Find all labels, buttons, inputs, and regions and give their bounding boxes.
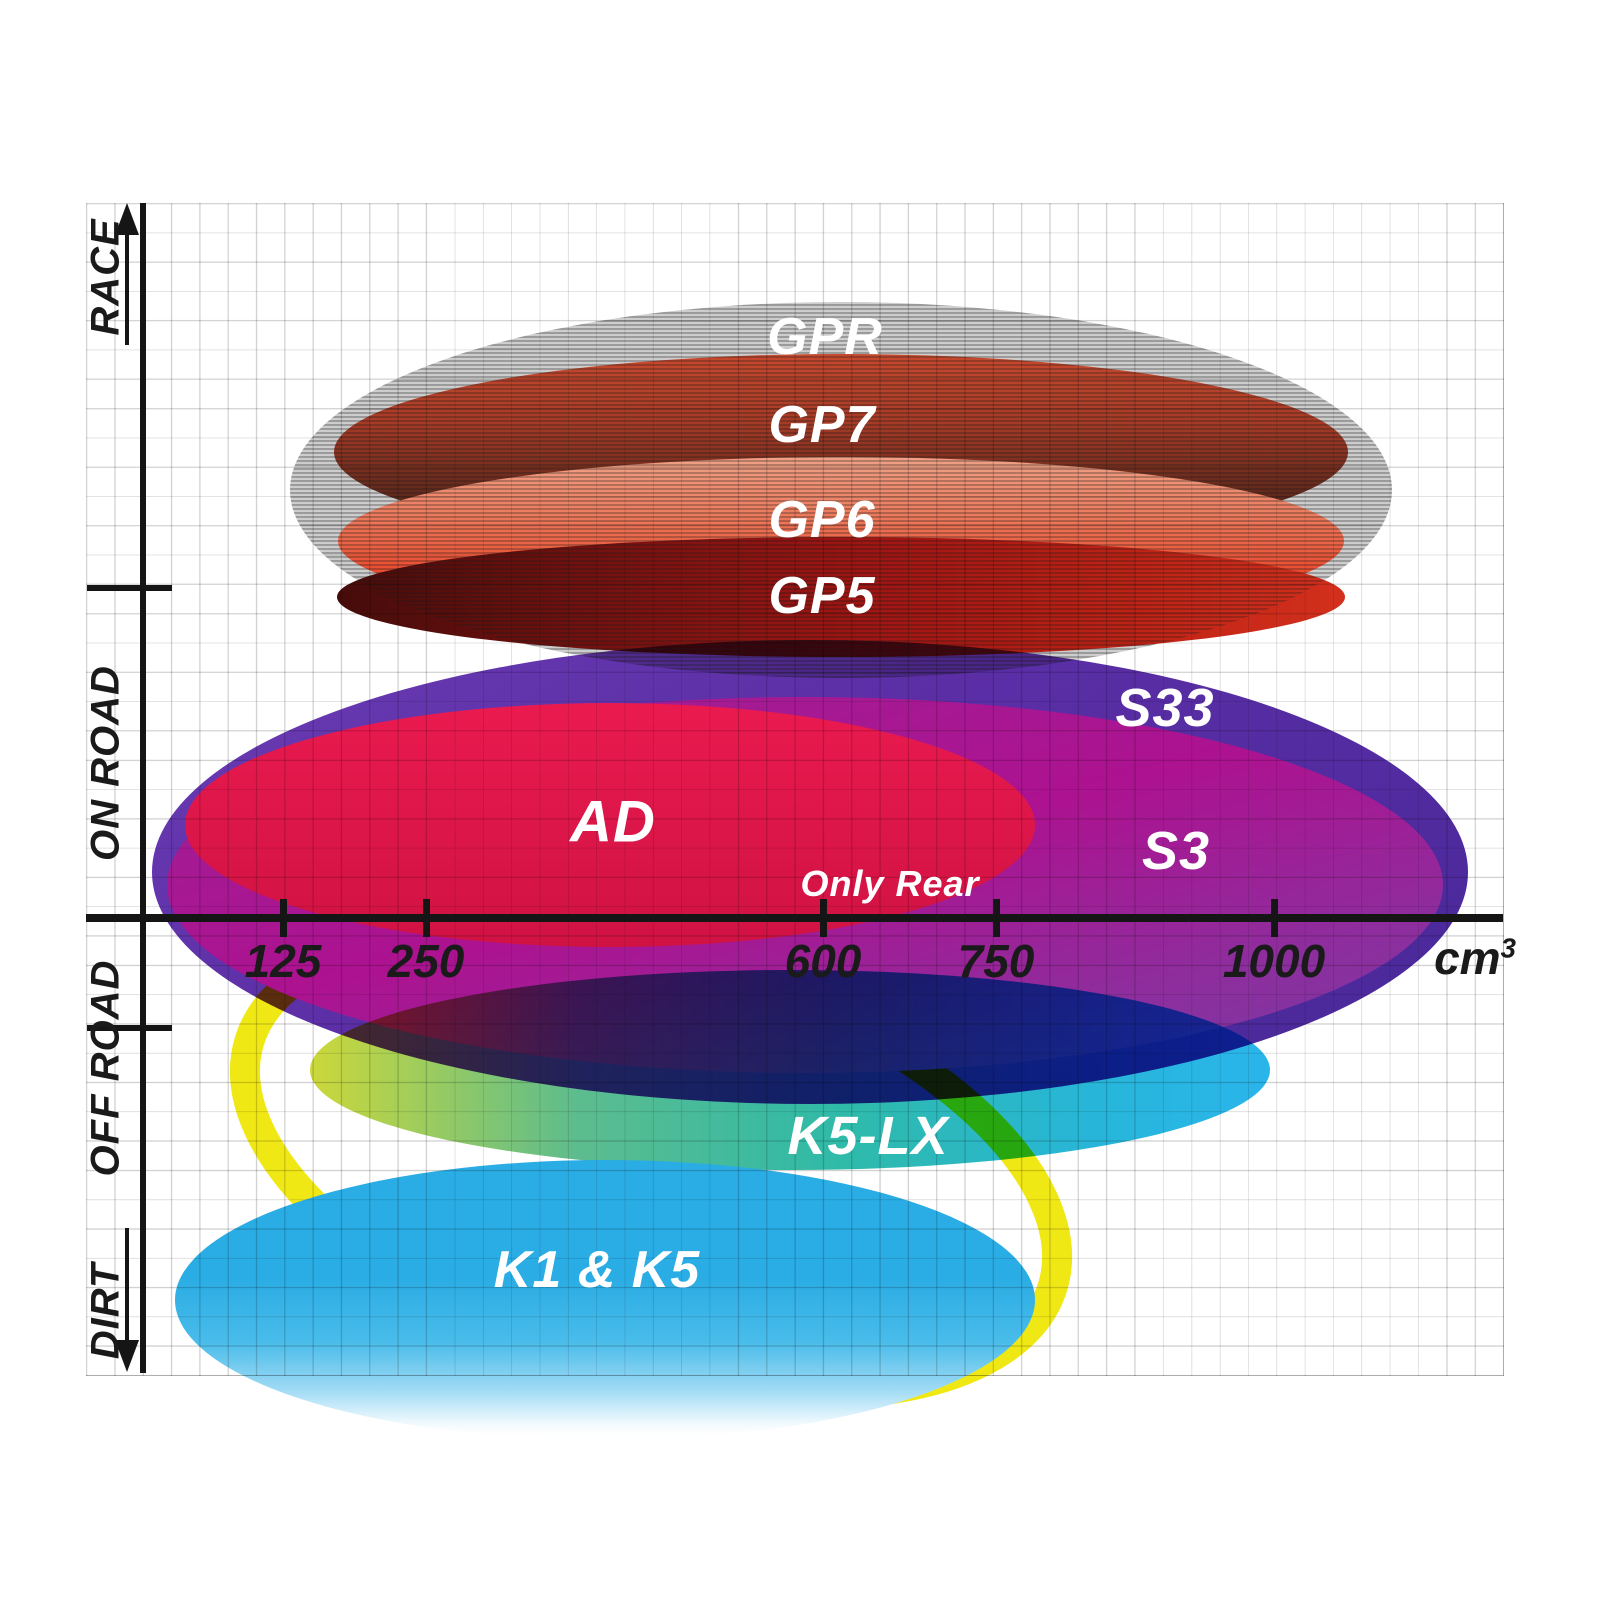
x-tick-label-750: 750 (957, 935, 1035, 987)
x-tick-label-125: 125 (244, 935, 322, 987)
dirt-arrow-shaft (125, 1228, 129, 1340)
region-ad (185, 703, 1035, 947)
x-tick-label-600: 600 (784, 935, 862, 987)
label-s33: S33 (1115, 678, 1215, 738)
x-tick-label-1000: 1000 (1222, 935, 1326, 987)
y-zone-race: RACE (83, 218, 128, 336)
y-zone-dirt: DIRT (83, 1262, 128, 1360)
label-gp7: GP7 (768, 396, 876, 454)
x-axis-unit-sup: 3 (1500, 932, 1516, 964)
label-gpr: GPR (767, 308, 883, 366)
y-axis-line (140, 203, 146, 1373)
x-axis-line (86, 914, 1503, 922)
x-axis-unit-base: cm (1434, 932, 1501, 984)
x-tick-125 (280, 899, 287, 937)
y-zone-tick-upper (87, 585, 172, 591)
y-zone-tick-lower (87, 1025, 172, 1031)
x-tick-250 (423, 899, 430, 937)
x-tick-750 (993, 899, 1000, 937)
label-k1k5: K1 & K5 (493, 1241, 701, 1299)
label-only-rear: Only Rear (800, 863, 980, 904)
label-gp6: GP6 (768, 491, 876, 549)
gpr-stripe-overlay (290, 302, 1392, 678)
label-k5lx: K5-LX (787, 1106, 949, 1166)
race-arrow-shaft (125, 228, 129, 345)
region-k1k5 (175, 1160, 1035, 1440)
x-tick-label-250: 250 (387, 935, 465, 987)
x-tick-1000 (1271, 899, 1278, 937)
dirt-arrow-down-icon (115, 1340, 139, 1372)
label-gp5: GP5 (768, 567, 876, 625)
y-zone-onroad: ON ROAD (83, 665, 128, 861)
x-tick-600 (820, 899, 827, 937)
label-s3: S3 (1141, 821, 1211, 881)
label-ad: AD (570, 789, 656, 855)
x-axis-unit: cm3 (1434, 931, 1516, 985)
y-zone-offroad: OFF ROAD (83, 959, 128, 1177)
region-k5lx (310, 970, 1270, 1170)
race-arrow-up-icon (115, 203, 139, 235)
